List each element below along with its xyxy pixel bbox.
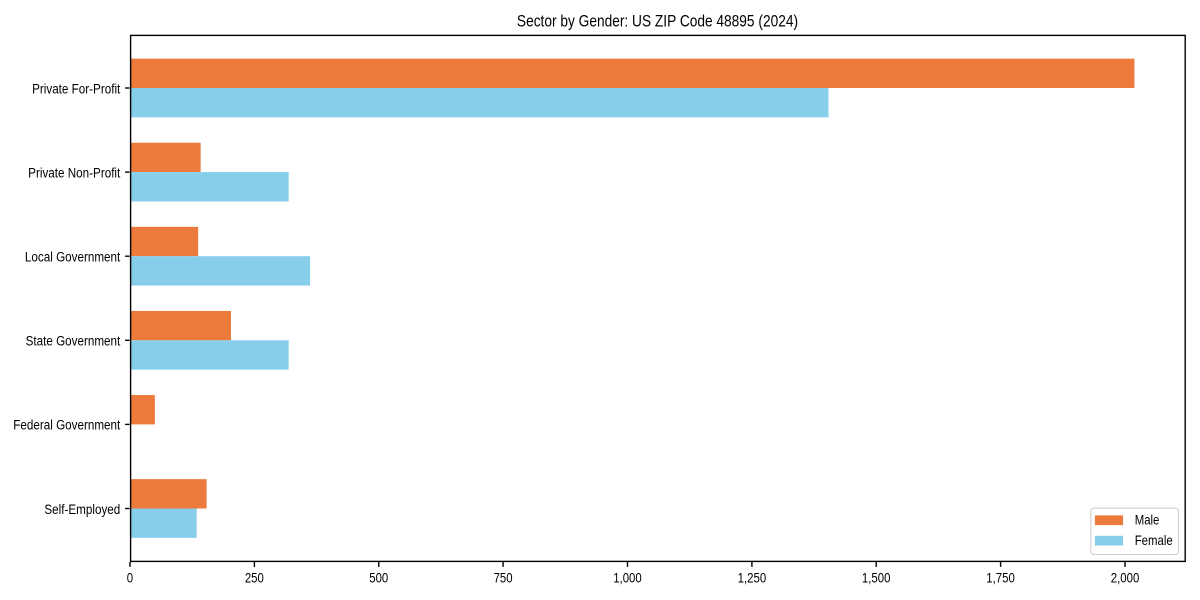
svg-text:Self-Employed: Self-Employed (44, 501, 120, 517)
svg-text:750: 750 (494, 569, 513, 585)
svg-text:Private Non-Profit: Private Non-Profit (28, 164, 120, 180)
svg-text:1,750: 1,750 (986, 569, 1015, 585)
svg-text:500: 500 (369, 569, 388, 585)
svg-text:State Government: State Government (26, 333, 121, 349)
svg-text:Female: Female (1135, 532, 1173, 548)
svg-text:1,500: 1,500 (862, 569, 891, 585)
svg-text:1,000: 1,000 (613, 569, 642, 585)
svg-text:2,000: 2,000 (1111, 569, 1140, 585)
svg-text:Federal Government: Federal Government (13, 417, 120, 433)
svg-text:Local Government: Local Government (25, 249, 121, 265)
svg-text:1,250: 1,250 (738, 569, 767, 585)
svg-text:0: 0 (127, 569, 133, 585)
svg-text:Sector by Gender: US ZIP Code: Sector by Gender: US ZIP Code 48895 (202… (517, 12, 798, 31)
svg-text:Private For-Profit: Private For-Profit (32, 80, 121, 96)
svg-text:Male: Male (1135, 511, 1160, 527)
svg-text:250: 250 (245, 569, 264, 585)
